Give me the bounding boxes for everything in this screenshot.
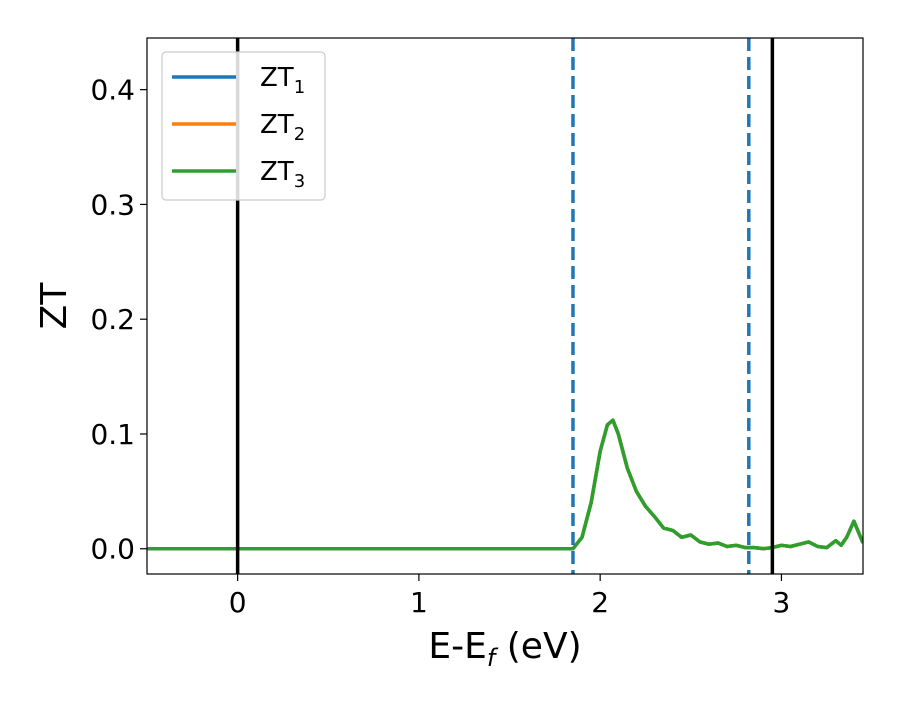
- x-label-main: E-E: [428, 626, 486, 667]
- x-axis-label: E-Ef (eV): [428, 626, 581, 672]
- series-line-2: [147, 418, 863, 551]
- x-tick-label: 1: [410, 586, 428, 619]
- legend-label-2: ZT2: [260, 110, 305, 145]
- plot-frame: [146, 37, 864, 575]
- x-tick-label: 0: [229, 586, 247, 619]
- y-axis-label: ZT: [34, 282, 75, 330]
- legend-label-1: ZT1: [260, 63, 305, 98]
- y-tick-label: 0.2: [90, 303, 135, 336]
- y-axis: 0.0 0.1 0.2 0.3 0.4: [90, 74, 147, 566]
- legend-label-3: ZT3: [260, 157, 305, 192]
- y-tick-label: 0.1: [90, 418, 135, 451]
- y-tick-label: 0.3: [90, 188, 135, 221]
- x-axis: 0 1 2 3: [229, 574, 791, 619]
- x-label-unit: (eV): [495, 626, 581, 667]
- y-tick-label: 0.0: [90, 533, 135, 566]
- series-line-3: [147, 418, 863, 551]
- y-tick-label: 0.4: [90, 74, 135, 107]
- series-line-1: [147, 418, 863, 551]
- legend-box: [161, 51, 326, 201]
- legend: ZT1 ZT2 ZT3: [161, 51, 326, 201]
- x-tick-label: 3: [773, 586, 791, 619]
- x-tick-label: 2: [591, 586, 609, 619]
